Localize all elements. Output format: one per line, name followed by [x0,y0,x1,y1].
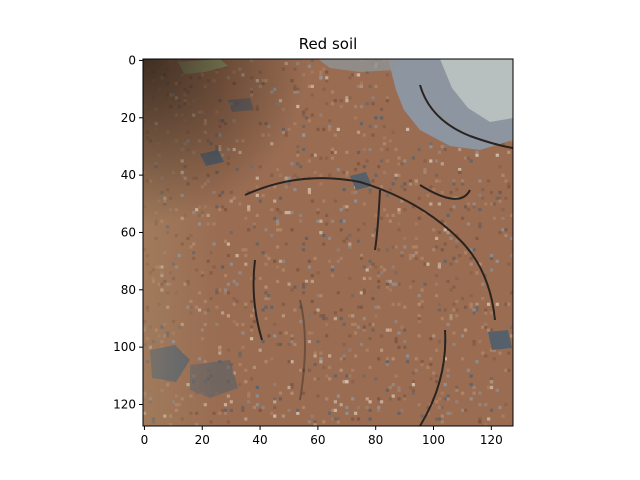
plot-title: Red soil [299,35,358,53]
y-tick-label: 60 [121,225,136,239]
x-tick-label: 0 [141,433,149,447]
x-tick-label: 120 [480,433,503,447]
y-tick-label: 40 [121,168,136,182]
y-tick-label: 100 [113,340,136,354]
y-tick-label: 120 [113,397,136,411]
x-tick-label: 60 [310,433,325,447]
x-axis: 0 20 40 60 80 100 120 [141,426,503,447]
axes-frame [142,58,514,427]
x-tick-label: 100 [422,433,445,447]
y-tick-label: 0 [128,53,136,67]
x-tick-label: 20 [195,433,210,447]
y-axis: 0 20 40 60 80 100 120 [113,53,143,411]
x-tick-label: 80 [368,433,383,447]
x-tick-label: 40 [252,433,267,447]
soil-image [143,59,513,426]
y-tick-label: 80 [121,283,136,297]
y-tick-label: 20 [121,111,136,125]
